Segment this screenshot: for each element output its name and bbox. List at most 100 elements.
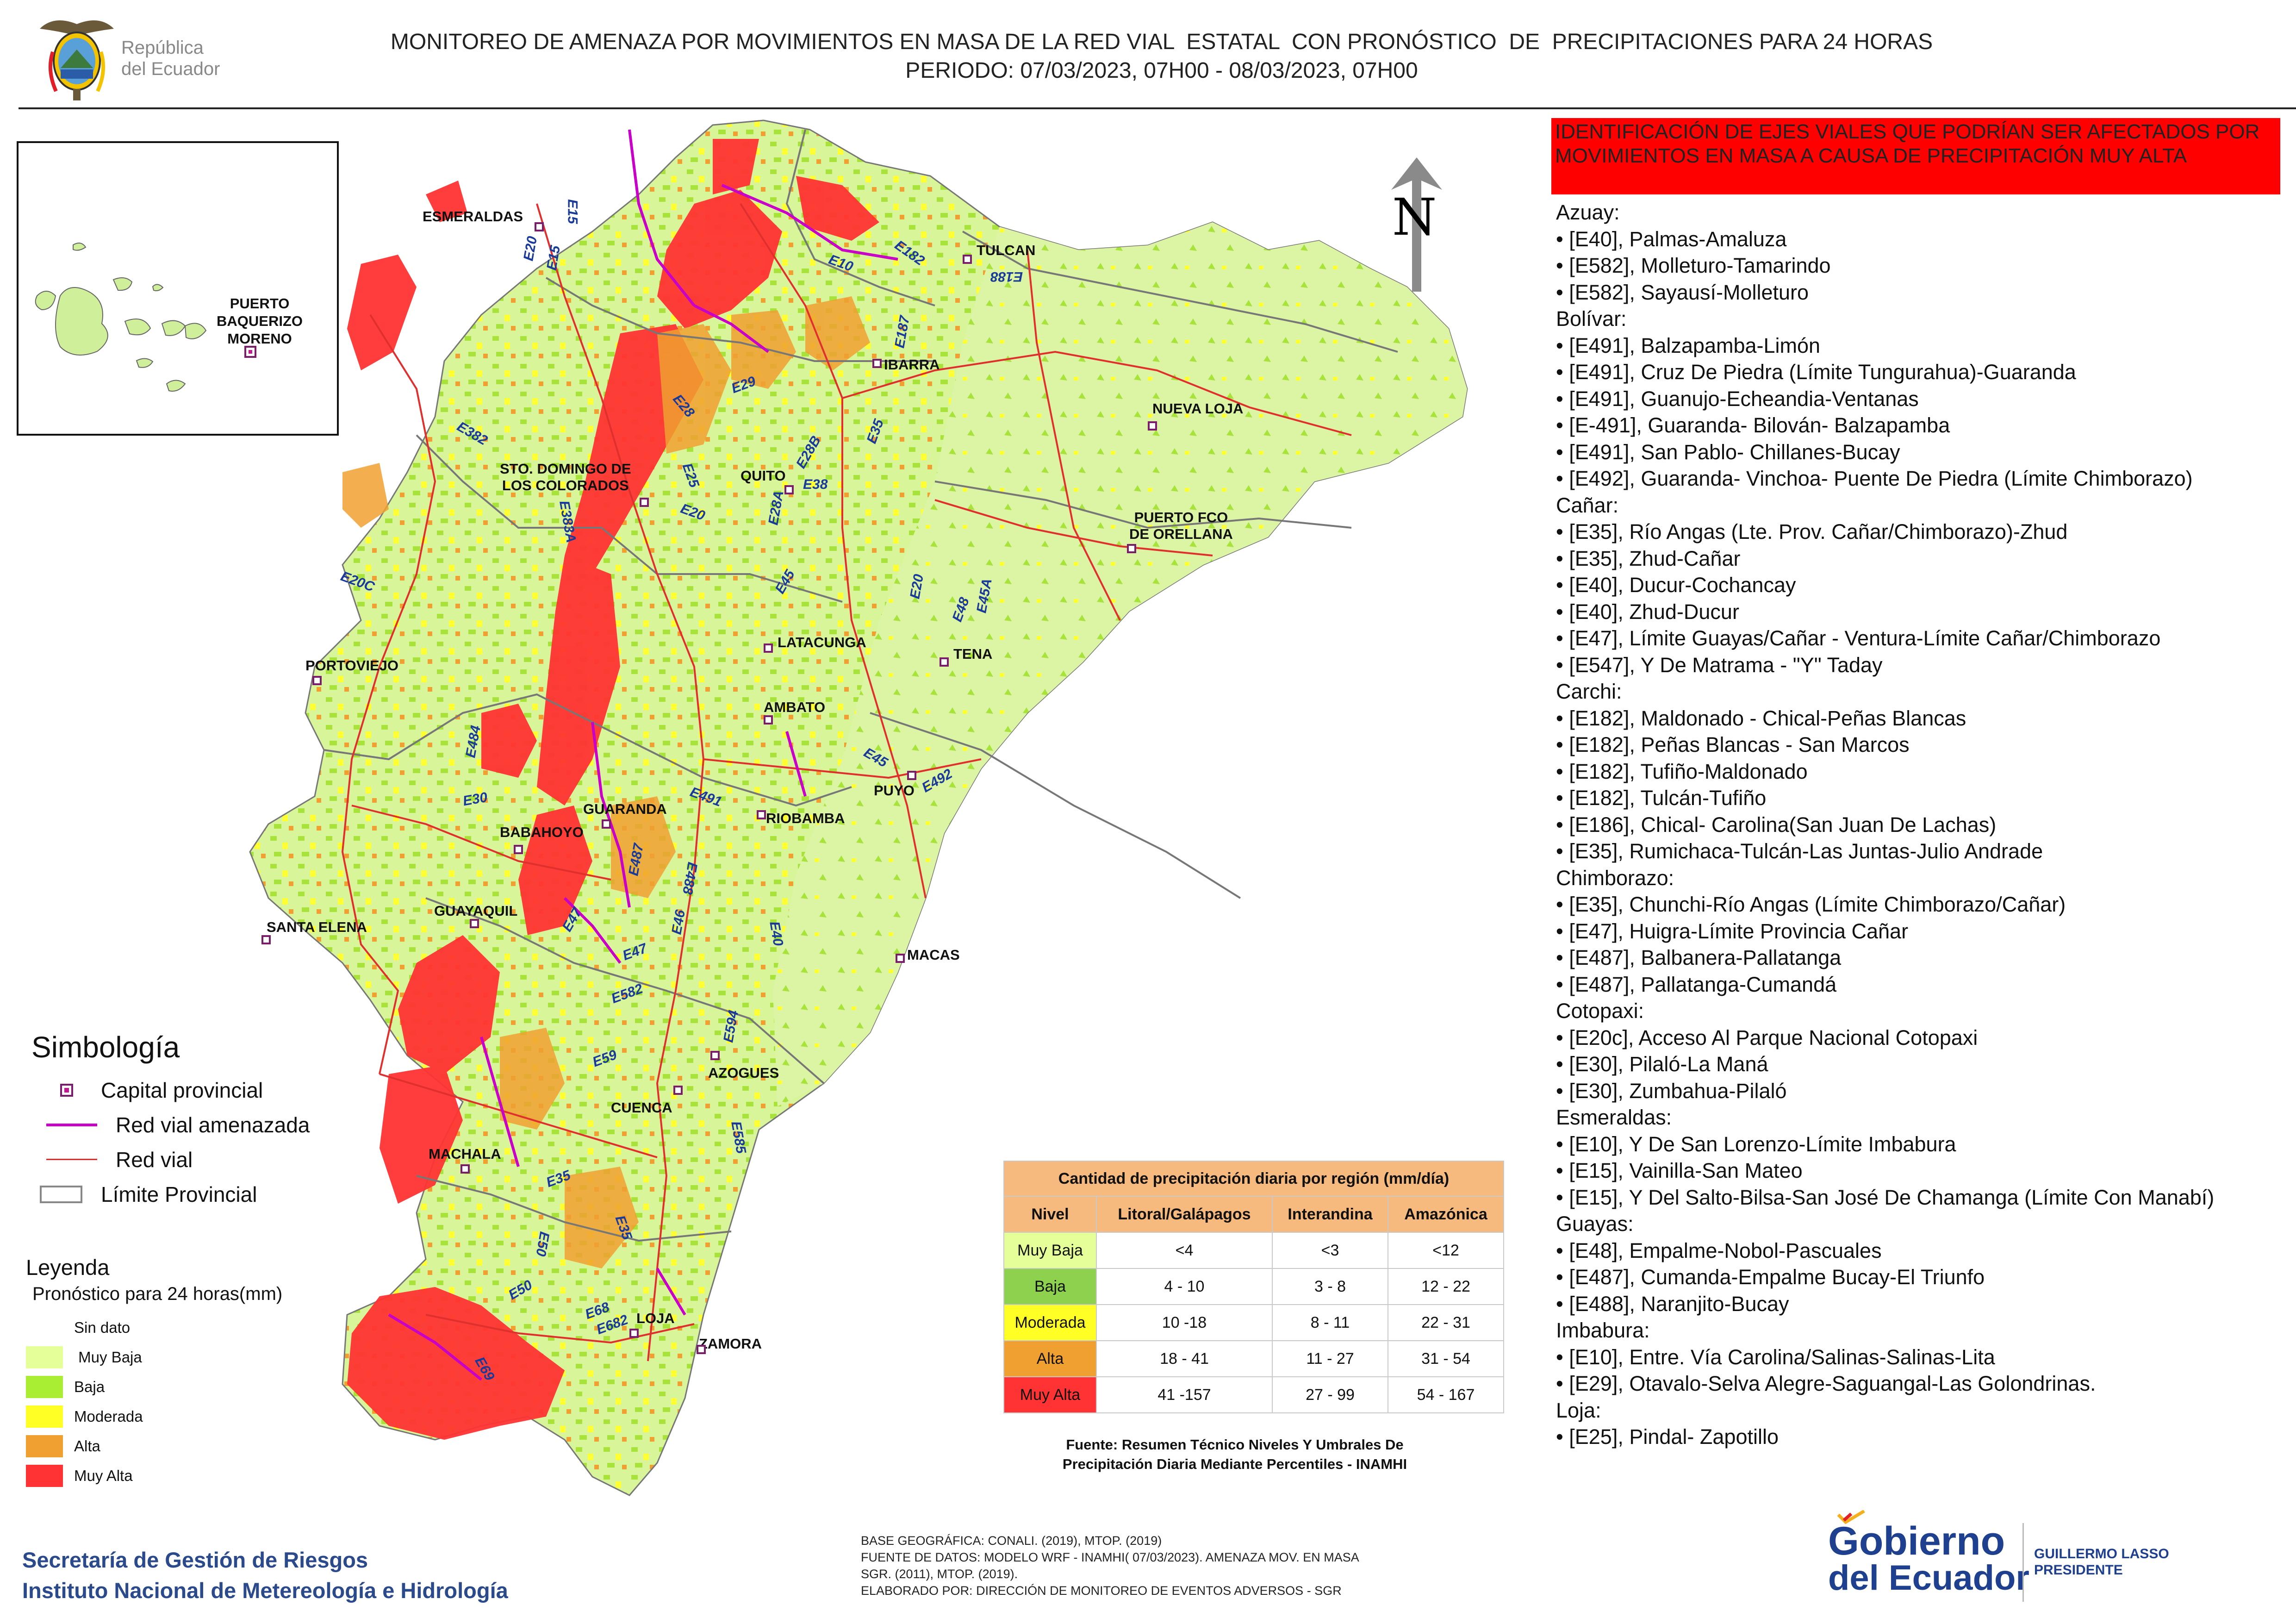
capital-marker-icon xyxy=(757,810,766,819)
republica-logo-text: República del Ecuador xyxy=(121,37,220,80)
level-cell: Muy Baja xyxy=(1003,1232,1097,1269)
city-label-sto-domingo-line1: STO. DOMINGO DE xyxy=(500,461,631,477)
capital-marker-icon xyxy=(907,771,916,780)
city-label-babahoyo: BABAHOYO xyxy=(500,824,584,840)
president-title: PRESIDENTE xyxy=(2034,1562,2123,1578)
route-item: • [E182], Tulcán-Tufiño xyxy=(1556,786,1767,810)
city-label-tulcan: TULCAN xyxy=(977,242,1036,258)
north-label: N xyxy=(1392,187,1437,247)
legend-class-label: Moderada xyxy=(74,1408,143,1425)
inset-city-line-1: PUERTO xyxy=(230,295,290,312)
route-item: • [E491], Cruz De Piedra (Límite Tungura… xyxy=(1556,360,2076,384)
route-item: • [E20c], Acceso Al Parque Nacional Coto… xyxy=(1556,1025,1978,1049)
value-cell: 18 - 41 xyxy=(1096,1340,1273,1377)
legend-class-row: Muy Baja xyxy=(26,1343,282,1372)
capital-marker-icon xyxy=(963,255,972,264)
city-label-orellana-line1: PUERTO FCO xyxy=(1134,509,1228,525)
route-item: • [E47], Huigra-Límite Provincia Cañar xyxy=(1556,919,1909,943)
route-item: • [E15], Y Del Salto-Bilsa-San José De C… xyxy=(1556,1185,2215,1209)
city-label-santa-elena: SANTA ELENA xyxy=(267,919,367,935)
ecuador-precipitation-map: N ESMERALDAS TULCAN IBARRA NUEVA LOJA QU… xyxy=(241,111,1537,1509)
road-label: E38 xyxy=(803,477,828,492)
capital-marker-icon xyxy=(673,1086,683,1095)
route-item: • [E35], Río Angas (Lte. Prov. Cañar/Chi… xyxy=(1556,520,2068,543)
symbology-label: Capital provincial xyxy=(101,1078,263,1102)
city-label-guayaquil: GUAYAQUIL xyxy=(434,903,518,919)
city-label-cuenca: CUENCA xyxy=(611,1099,672,1116)
city-label-orellana-line2: DE ORELLANA xyxy=(1129,526,1233,542)
capital-marker-icon xyxy=(640,498,649,507)
road-label: E15 xyxy=(565,199,580,224)
legend-class-label: Baja xyxy=(74,1378,105,1395)
source-note-line: ELABORADO POR: DIRECCIÓN DE MONITOREO DE… xyxy=(861,1584,1342,1598)
capital-marker-icon xyxy=(697,1345,706,1354)
gobierno-logo-line-2: del Ecuador xyxy=(1828,1558,2029,1598)
capital-marker-icon xyxy=(764,643,773,653)
route-item: • [E35], Chunchi-Río Angas (Límite Chimb… xyxy=(1556,893,2066,916)
legend-class-label: Muy Alta xyxy=(74,1467,133,1484)
province-title: Esmeraldas: xyxy=(1556,1106,1672,1129)
value-cell: 27 - 99 xyxy=(1272,1376,1388,1413)
route-item: • [E182], Maldonado - Chical-Peñas Blanc… xyxy=(1556,706,1966,730)
legend-class-label: Muy Baja xyxy=(74,1349,142,1366)
column-header: Interandina xyxy=(1272,1196,1388,1233)
city-label-tena: TENA xyxy=(953,646,993,662)
table-title: Cantidad de precipitación diaria por reg… xyxy=(1003,1161,1504,1197)
city-label-zamora: ZAMORA xyxy=(699,1336,762,1352)
route-item: • [E487], Pallatanga-Cumandá xyxy=(1556,972,1837,996)
route-item: • [E10], Y De San Lorenzo-Límite Imbabur… xyxy=(1556,1132,1956,1156)
source-note-line: SGR. (2011), MTOP. (2019). xyxy=(861,1567,1018,1581)
map-title: MONITOREO DE AMENAZA POR MOVIMIENTOS EN … xyxy=(259,28,2064,85)
route-item: • [E182], Tufiño-Maldonado xyxy=(1556,759,1808,783)
province-title: Cotopaxi: xyxy=(1556,999,1644,1023)
legend-class-row: Muy Alta xyxy=(26,1461,282,1491)
logo-divider xyxy=(2022,1523,2024,1602)
precipitation-threshold-table: Cantidad de precipitación diaria por reg… xyxy=(1003,1161,1504,1413)
value-cell: 31 - 54 xyxy=(1388,1340,1504,1377)
province-title: Azuay: xyxy=(1556,200,1620,224)
route-item: • [E10], Entre. Vía Carolina/Salinas-Sal… xyxy=(1556,1345,1995,1369)
route-item: • [E491], Balzapamba-Limón xyxy=(1556,333,1821,357)
value-cell: 12 - 22 xyxy=(1388,1268,1504,1305)
city-label-macas: MACAS xyxy=(907,947,960,963)
road-line-icon xyxy=(46,1159,97,1160)
source-note-line: BASE GEOGRÁFICA: CONALI. (2019), MTOP. (… xyxy=(861,1534,1162,1548)
value-cell: 54 - 167 xyxy=(1388,1376,1504,1413)
capital-marker-icon xyxy=(261,935,271,944)
president-name: GUILLERMO LASSO xyxy=(2034,1546,2169,1562)
route-item: • [E47], Límite Guayas/Cañar - Ventura-L… xyxy=(1556,626,2161,650)
legend-swatch xyxy=(26,1317,63,1339)
city-label-sto-domingo-line2: LOS COLORADOS xyxy=(502,477,629,493)
capital-marker-icon xyxy=(940,657,949,667)
column-header: Litoral/Galápagos xyxy=(1096,1196,1273,1233)
capital-marker-icon xyxy=(1148,421,1157,431)
symbology-row-road: Red vial xyxy=(31,1142,310,1177)
route-item: • [E35], Zhud-Cañar xyxy=(1556,546,1741,570)
province-title: Loja: xyxy=(1556,1398,1601,1422)
threatened-road-line-icon xyxy=(46,1123,97,1126)
route-item: • [E29], Otavalo-Selva Alegre-Saguangal-… xyxy=(1556,1372,2096,1395)
table-row: Alta 18 - 41 11 - 27 31 - 54 xyxy=(1003,1340,1504,1377)
table-source: Fuente: Resumen Técnico Niveles Y Umbral… xyxy=(1003,1435,1466,1474)
route-item: • [E491], Guanujo-Echeandia-Ventanas xyxy=(1556,387,1919,411)
province-title: Guayas: xyxy=(1556,1212,1634,1236)
route-item: • [E-491], Guaranda- Bilován- Balzapamba xyxy=(1556,413,1950,437)
capital-marker-icon xyxy=(872,359,882,368)
level-cell: Muy Alta xyxy=(1003,1376,1097,1413)
symbology-row-threatened-road: Red vial amenazada xyxy=(31,1107,310,1142)
legend-swatch xyxy=(26,1435,63,1457)
legend-title: Leyenda xyxy=(26,1255,110,1280)
value-cell: <3 xyxy=(1272,1232,1388,1269)
route-item: • [E487], Balbanera-Pallatanga xyxy=(1556,946,1842,969)
city-label-loja: LOJA xyxy=(636,1310,675,1326)
level-cell: Alta xyxy=(1003,1340,1097,1377)
boundary-box-icon xyxy=(40,1185,82,1203)
symbology-legend: Simbología Capital provincial Red vial a… xyxy=(31,1030,310,1212)
city-label-sto-domingo: STO. DOMINGO DE LOS COLORADOS xyxy=(500,461,631,494)
value-cell: <4 xyxy=(1096,1232,1273,1269)
city-label-esmeraldas: ESMERALDAS xyxy=(423,208,523,225)
route-item: • [E487], Cumanda-Empalme Bucay-El Triun… xyxy=(1556,1265,1985,1289)
city-label-nueva-loja: NUEVA LOJA xyxy=(1152,400,1244,417)
institution-inamhi: Instituto Nacional de Metereología e Hid… xyxy=(22,1578,508,1603)
route-item: • [E582], Molleturo-Tamarindo xyxy=(1556,254,1831,277)
